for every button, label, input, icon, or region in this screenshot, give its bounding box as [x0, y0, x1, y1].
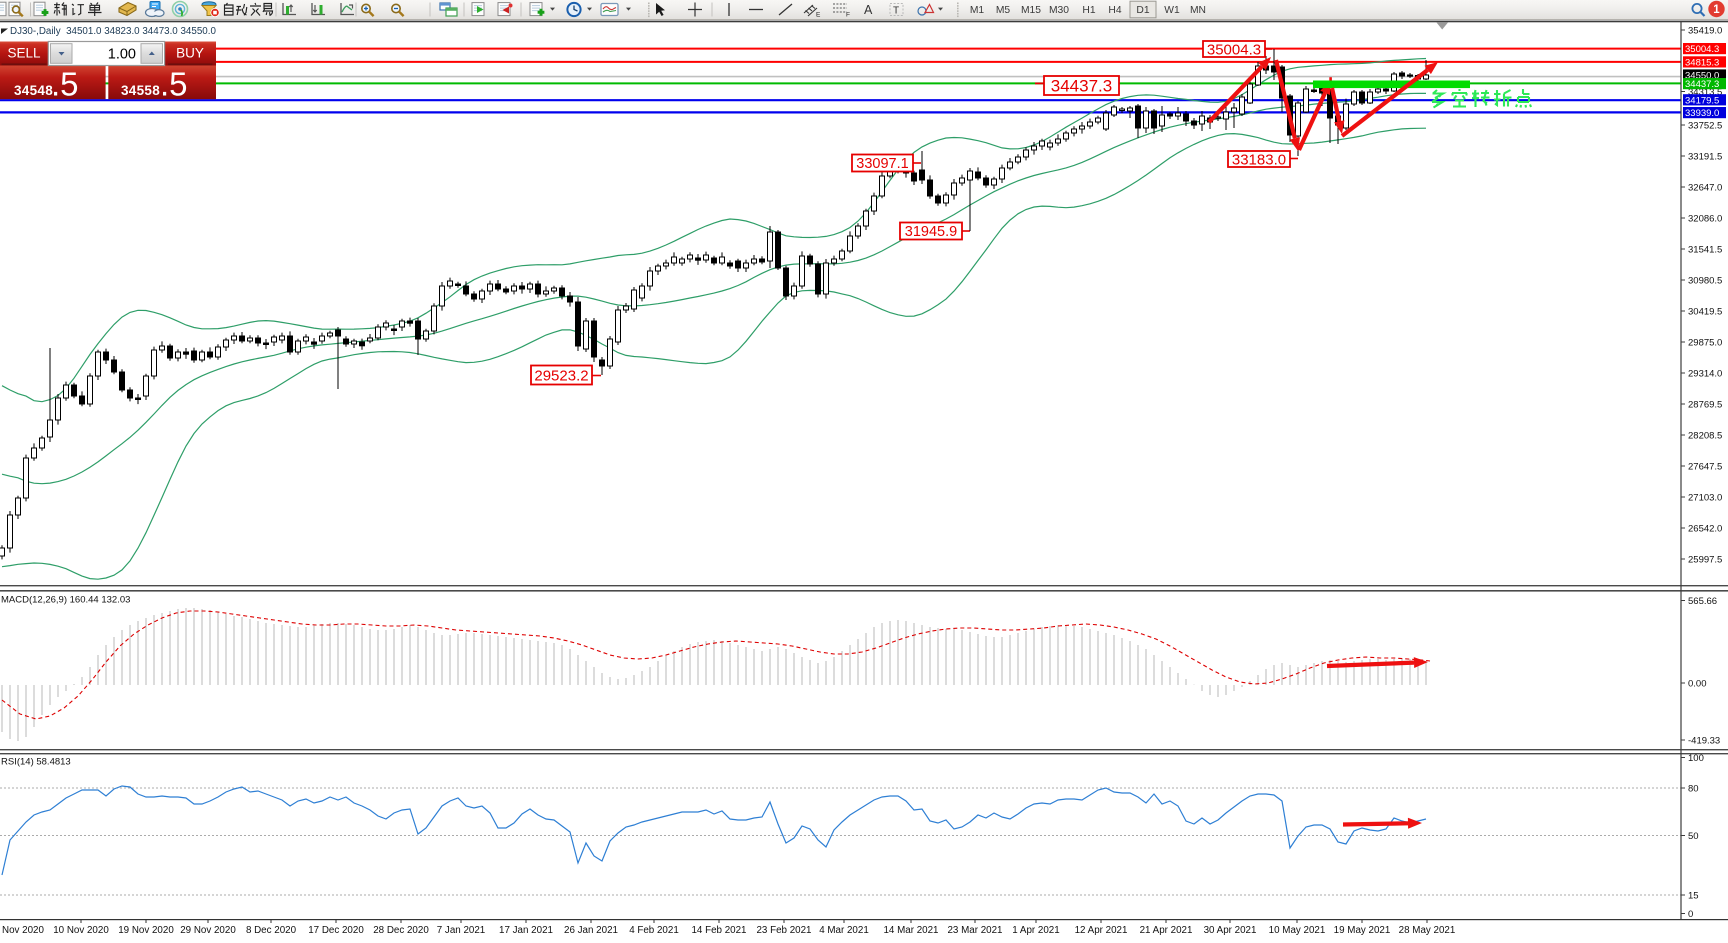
- svg-text:MN: MN: [1190, 5, 1206, 16]
- svg-text:E: E: [816, 12, 821, 19]
- svg-text:23 Mar 2021: 23 Mar 2021: [947, 925, 1002, 936]
- svg-text:W1: W1: [1164, 5, 1180, 16]
- svg-text:26542.0: 26542.0: [1688, 523, 1722, 534]
- svg-text:35004.3: 35004.3: [1685, 44, 1719, 55]
- svg-text:M5: M5: [996, 5, 1011, 16]
- svg-text:34548: 34548: [14, 83, 53, 98]
- svg-text:32647.0: 32647.0: [1688, 182, 1722, 193]
- svg-text:19 May 2021: 19 May 2021: [1334, 925, 1391, 936]
- svg-text:30419.5: 30419.5: [1688, 306, 1722, 317]
- svg-text:28208.5: 28208.5: [1688, 430, 1722, 441]
- svg-text:RSI(14) 58.4813: RSI(14) 58.4813: [1, 757, 71, 768]
- svg-text:17 Dec 2020: 17 Dec 2020: [308, 925, 364, 936]
- svg-text:M1: M1: [970, 5, 985, 16]
- svg-text:33183.0: 33183.0: [1232, 151, 1286, 168]
- svg-text:80: 80: [1688, 783, 1699, 794]
- svg-text:MACD(12,26,9) 160.44 132.03: MACD(12,26,9) 160.44 132.03: [1, 595, 130, 606]
- svg-text:10 May 2021: 10 May 2021: [1269, 925, 1326, 936]
- svg-text:M15: M15: [1021, 5, 1041, 16]
- svg-text:1: 1: [1713, 4, 1720, 16]
- svg-text:27647.5: 27647.5: [1688, 461, 1722, 472]
- svg-text:33191.5: 33191.5: [1688, 151, 1722, 162]
- svg-text:BUY: BUY: [176, 46, 204, 61]
- svg-text:-419.33: -419.33: [1688, 735, 1720, 746]
- svg-text:10 Nov 2020: 10 Nov 2020: [53, 925, 109, 936]
- svg-text:23 Feb 2021: 23 Feb 2021: [756, 925, 811, 936]
- svg-text:30980.5: 30980.5: [1688, 275, 1722, 286]
- svg-text:29314.0: 29314.0: [1688, 368, 1722, 379]
- svg-text:T: T: [893, 6, 899, 17]
- svg-text:29523.2: 29523.2: [534, 367, 588, 384]
- svg-text:27103.0: 27103.0: [1688, 492, 1722, 503]
- svg-text:34179.5: 34179.5: [1685, 95, 1719, 106]
- svg-text:31541.5: 31541.5: [1688, 244, 1722, 255]
- svg-text:.5: .5: [51, 66, 79, 103]
- svg-text:12 Apr 2021: 12 Apr 2021: [1075, 925, 1128, 936]
- svg-text:29875.0: 29875.0: [1688, 337, 1722, 348]
- svg-text:1.00: 1.00: [108, 46, 136, 62]
- svg-text:H1: H1: [1082, 5, 1095, 16]
- svg-text:Nov 2020: Nov 2020: [2, 925, 44, 936]
- svg-text:32086.0: 32086.0: [1688, 213, 1722, 224]
- svg-text:D1: D1: [1136, 5, 1149, 16]
- svg-text:14 Feb 2021: 14 Feb 2021: [691, 925, 746, 936]
- svg-text:35004.3: 35004.3: [1207, 41, 1261, 58]
- svg-text:34558: 34558: [121, 83, 160, 98]
- svg-text:.5: .5: [160, 66, 188, 103]
- svg-text:34550.0: 34550.0: [1685, 71, 1719, 82]
- svg-text:34815.3: 34815.3: [1685, 57, 1719, 68]
- svg-text:34437.3: 34437.3: [1685, 79, 1719, 90]
- svg-text:8 Dec 2020: 8 Dec 2020: [246, 925, 297, 936]
- svg-text:DJ30-,Daily 34501.0 34823.0 3: DJ30-,Daily 34501.0 34823.0 34473.0 3455…: [10, 26, 216, 37]
- svg-text:28 May 2021: 28 May 2021: [1399, 925, 1456, 936]
- svg-text:25997.5: 25997.5: [1688, 554, 1722, 565]
- svg-text:100: 100: [1688, 753, 1704, 764]
- svg-text:28 Dec 2020: 28 Dec 2020: [373, 925, 429, 936]
- svg-text:34313.5: 34313.5: [1688, 87, 1722, 98]
- svg-text:29 Nov 2020: 29 Nov 2020: [180, 925, 236, 936]
- svg-text:34437.3: 34437.3: [1051, 77, 1112, 96]
- svg-text:31945.9: 31945.9: [905, 224, 957, 240]
- svg-text:15: 15: [1688, 890, 1699, 901]
- svg-text:4 Mar 2021: 4 Mar 2021: [819, 925, 869, 936]
- svg-text:0: 0: [1688, 909, 1693, 920]
- svg-text:33939.0: 33939.0: [1685, 108, 1719, 119]
- svg-text:21 Apr 2021: 21 Apr 2021: [1140, 925, 1193, 936]
- svg-text:33752.5: 33752.5: [1688, 120, 1722, 131]
- svg-text:565.66: 565.66: [1688, 596, 1717, 607]
- svg-text:A: A: [864, 3, 873, 17]
- svg-text:0.00: 0.00: [1688, 678, 1707, 689]
- svg-text:M30: M30: [1049, 5, 1069, 16]
- svg-text:1 Apr 2021: 1 Apr 2021: [1012, 925, 1059, 936]
- svg-text:19 Nov 2020: 19 Nov 2020: [118, 925, 174, 936]
- svg-text:4 Feb 2021: 4 Feb 2021: [629, 925, 679, 936]
- svg-text:30 Apr 2021: 30 Apr 2021: [1204, 925, 1257, 936]
- svg-text:H4: H4: [1108, 5, 1121, 16]
- svg-text:SELL: SELL: [7, 46, 41, 61]
- svg-text:17 Jan 2021: 17 Jan 2021: [499, 925, 553, 936]
- svg-text:33097.1: 33097.1: [856, 156, 908, 172]
- svg-text:35419.0: 35419.0: [1688, 25, 1722, 36]
- svg-text:28769.5: 28769.5: [1688, 399, 1722, 410]
- svg-text:7 Jan 2021: 7 Jan 2021: [437, 925, 485, 936]
- svg-text:50: 50: [1688, 831, 1699, 842]
- svg-text:26 Jan 2021: 26 Jan 2021: [564, 925, 618, 936]
- svg-text:F: F: [846, 12, 850, 19]
- svg-text:14 Mar 2021: 14 Mar 2021: [883, 925, 938, 936]
